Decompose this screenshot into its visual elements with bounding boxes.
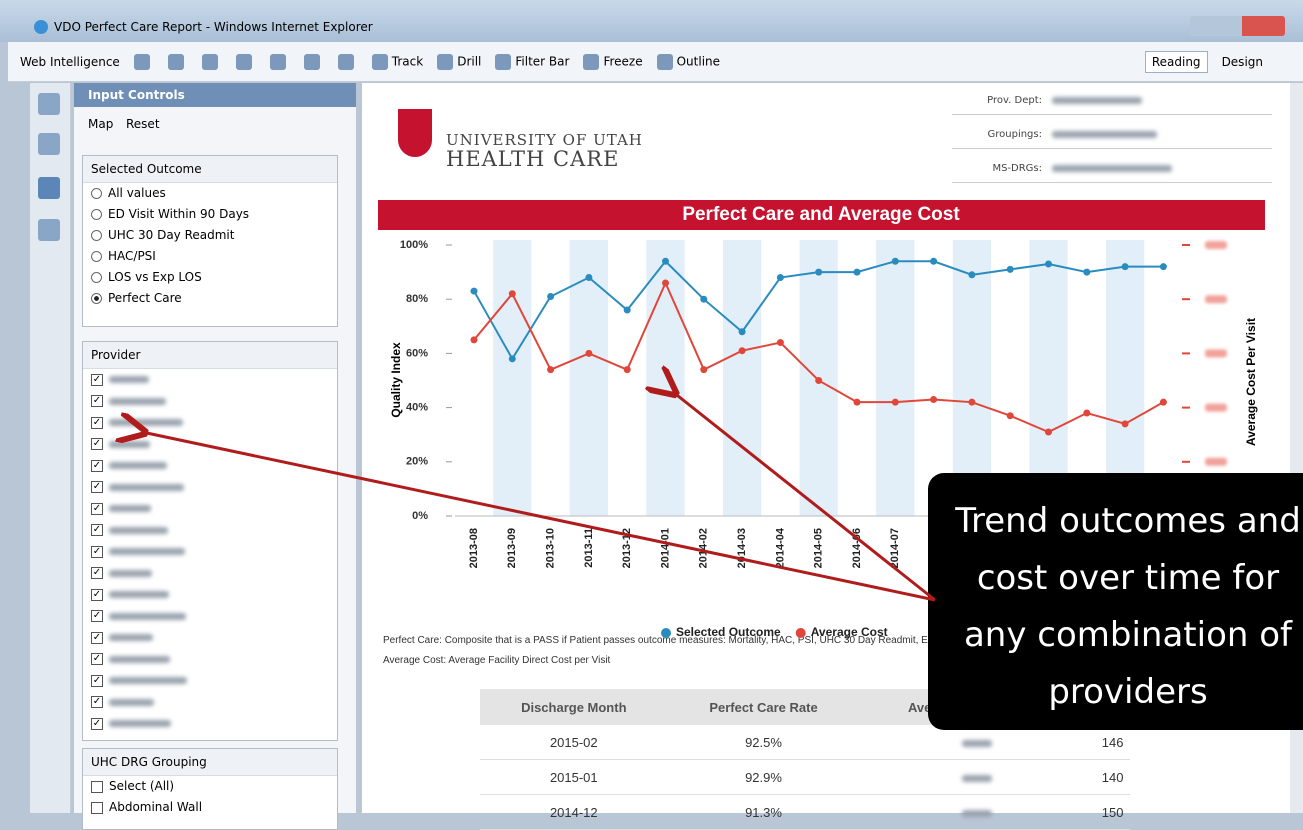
blurred-y2-label (1205, 295, 1227, 303)
data-point (662, 258, 669, 265)
screen: VDO Perfect Care Report - Windows Intern… (0, 0, 1303, 813)
x-tick-label: 2014-07 (889, 528, 901, 568)
x-tick-label: 2014-04 (774, 527, 786, 568)
callout-line: cost over time for (928, 550, 1303, 607)
data-point (1160, 263, 1167, 270)
y-tick-label: 100% (400, 239, 428, 251)
x-tick-label: 2013-12 (621, 528, 633, 568)
y-tick-label: 60% (406, 347, 428, 359)
data-point (585, 350, 592, 357)
y-tick-label: 20% (406, 456, 428, 468)
y-tick-label: 0% (412, 510, 428, 522)
callout-line: any combination of (928, 607, 1303, 664)
blurred-y2-label (1205, 458, 1227, 466)
data-point (662, 279, 669, 286)
data-point (892, 258, 899, 265)
data-point (471, 288, 478, 295)
data-point (471, 336, 478, 343)
x-tick-label: 2014-03 (736, 528, 748, 568)
data-point (968, 399, 975, 406)
legend-swatch (796, 628, 806, 638)
data-point (509, 355, 516, 362)
legend-swatch (661, 628, 671, 638)
x-tick-label: 2013-09 (506, 528, 518, 568)
data-point (777, 274, 784, 281)
data-point (854, 399, 861, 406)
data-point (624, 307, 631, 314)
x-tick-label: 2014-05 (813, 528, 825, 568)
data-point (624, 366, 631, 373)
data-point (700, 366, 707, 373)
x-tick-label: 2014-02 (698, 528, 710, 568)
y-tick-label: 40% (406, 402, 428, 414)
data-point (1083, 269, 1090, 276)
data-point (815, 377, 822, 384)
band (493, 240, 531, 516)
x-tick-label: 2013-08 (468, 528, 480, 568)
data-point (930, 396, 937, 403)
x-tick-label: 2014-06 (851, 528, 863, 568)
blurred-y2-label (1205, 349, 1227, 357)
band (570, 240, 608, 516)
x-tick-label: 2014-01 (659, 528, 671, 568)
y-axis-label: Quality Index (389, 342, 403, 418)
x-tick-label: 2013-11 (583, 528, 595, 568)
band (723, 240, 761, 516)
data-point (892, 399, 899, 406)
data-point (700, 296, 707, 303)
data-point (739, 347, 746, 354)
data-point (1122, 263, 1129, 270)
data-point (1122, 420, 1129, 427)
callout-line: providers (928, 664, 1303, 721)
callout-text: Trend outcomes andcost over time forany … (928, 473, 1303, 721)
data-point (930, 258, 937, 265)
data-point (739, 328, 746, 335)
blurred-y2-label (1205, 241, 1227, 249)
blurred-y2-label (1205, 404, 1227, 412)
legend-label: Average Cost (811, 625, 888, 639)
x-tick-label: 2013-10 (545, 528, 557, 568)
data-point (815, 269, 822, 276)
data-point (854, 269, 861, 276)
band (876, 240, 914, 516)
data-point (1083, 410, 1090, 417)
data-point (585, 274, 592, 281)
data-point (547, 366, 554, 373)
callout-line: Trend outcomes and (928, 493, 1303, 550)
y-tick-label: 80% (406, 293, 428, 305)
data-point (1045, 260, 1052, 267)
y2-axis-label: Average Cost Per Visit (1244, 318, 1258, 446)
data-point (1007, 266, 1014, 273)
data-point (1007, 412, 1014, 419)
data-point (777, 339, 784, 346)
page: VDO Perfect Care Report {"window": {"tit… (0, 0, 1303, 813)
data-point (968, 271, 975, 278)
data-point (547, 293, 554, 300)
chart-title: Perfect Care and Average Cost (682, 204, 960, 225)
data-point (1045, 428, 1052, 435)
legend-label: Selected Outcome (676, 625, 781, 639)
data-point (509, 290, 516, 297)
data-point (1160, 399, 1167, 406)
